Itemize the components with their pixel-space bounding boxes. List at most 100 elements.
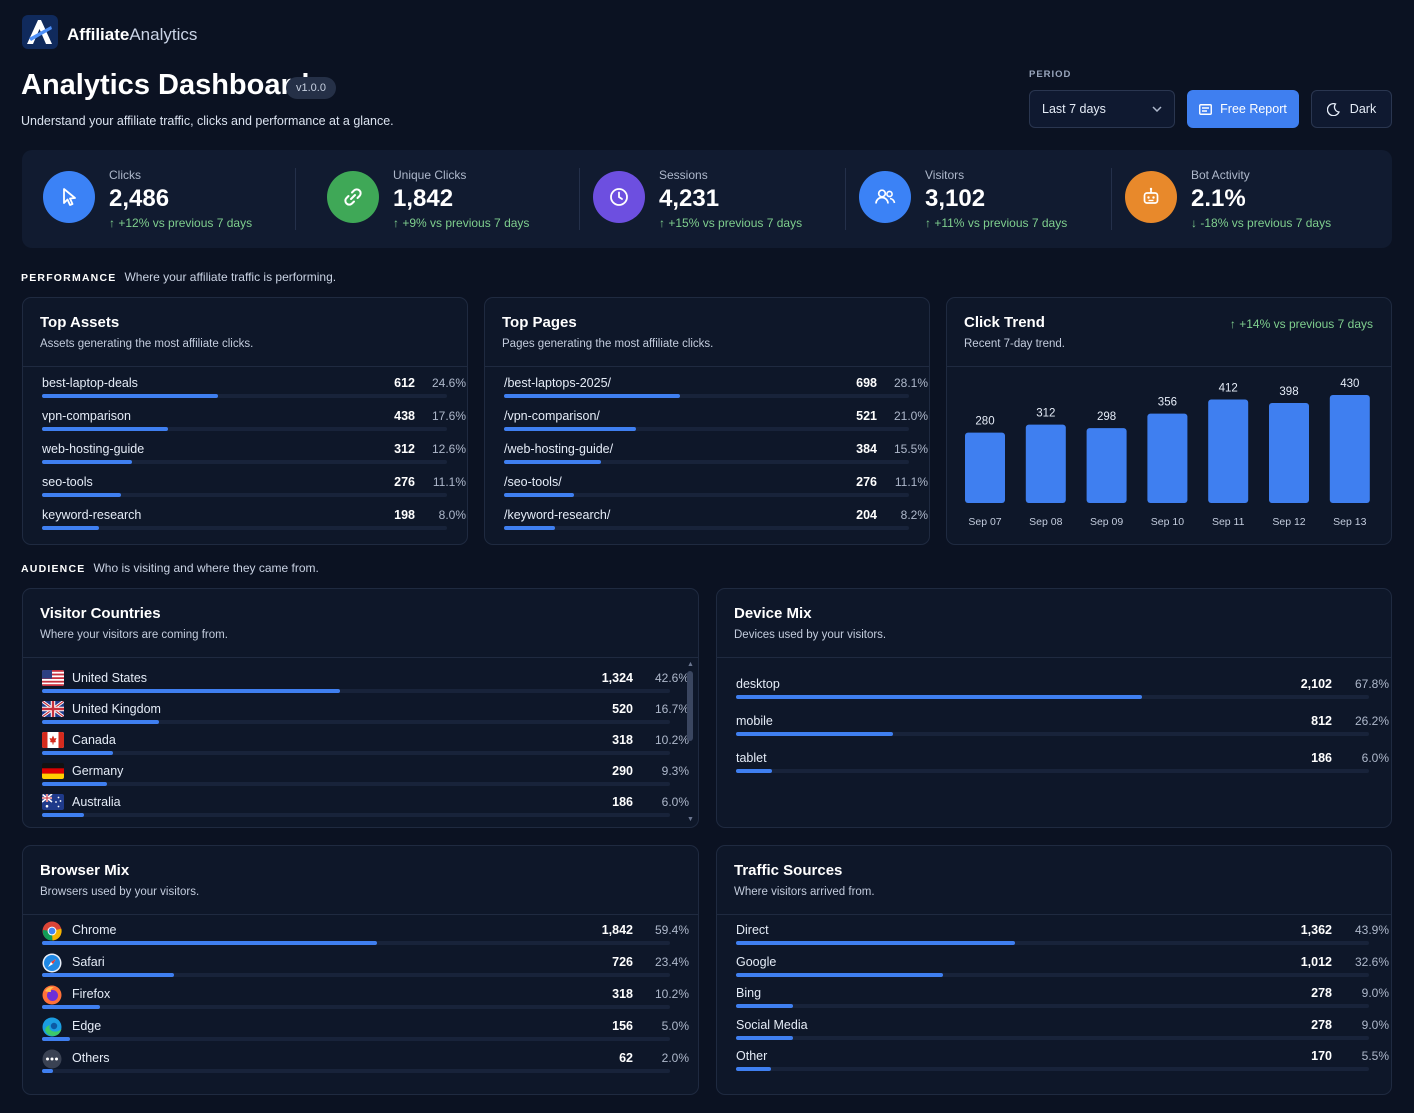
list-item[interactable]: seo-tools 276 11.1% [42, 475, 466, 505]
item-percent: 24.6% [431, 376, 466, 390]
progress-track [42, 973, 670, 977]
bar-value-label: 356 [1158, 397, 1177, 409]
card-subtitle: Pages generating the most affiliate clic… [502, 338, 714, 350]
list-item[interactable]: Chrome 1,842 59.4% [42, 921, 689, 953]
list-item[interactable]: tablet 186 6.0% [736, 751, 1389, 781]
trend-bar[interactable] [965, 432, 1005, 503]
list-item[interactable]: /best-laptops-2025/698 28.1% [504, 376, 928, 406]
scroll-up-icon[interactable]: ▲ [687, 661, 694, 668]
item-percent: 59.4% [654, 923, 689, 937]
item-percent: 23.4% [654, 955, 689, 969]
free-report-label: Free Report [1220, 102, 1287, 116]
item-percent: 32.6% [1354, 954, 1389, 969]
list-item[interactable]: Firefox 318 10.2% [42, 985, 689, 1017]
divider [717, 657, 1391, 658]
list-item[interactable]: Australia 186 6.0% [42, 794, 689, 825]
list-item[interactable]: Germany 290 9.3% [42, 763, 689, 794]
list-item[interactable]: vpn-comparison 438 17.6% [42, 409, 466, 439]
progress-track [42, 460, 447, 464]
list-item[interactable]: web-hosting-guide 312 12.6% [42, 442, 466, 472]
progress-track [736, 769, 1369, 773]
item-label: /best-laptops-2025/ [504, 376, 612, 390]
divider [23, 366, 467, 367]
card-title: Click Trend [964, 314, 1045, 331]
progress-fill [42, 973, 174, 977]
progress-fill [42, 689, 340, 693]
progress-fill [736, 732, 893, 736]
cursor-icon [43, 171, 95, 223]
item-count: 698 [856, 376, 877, 390]
card-subtitle: Assets generating the most affiliate cli… [40, 338, 254, 350]
item-count: 204 [856, 508, 877, 522]
progress-fill [42, 1005, 100, 1009]
progress-fill [42, 493, 121, 497]
item-label: Safari [72, 955, 105, 969]
item-label: Firefox [72, 987, 111, 1001]
trend-bar[interactable] [1269, 403, 1309, 503]
item-percent: 9.0% [1361, 986, 1389, 1000]
scroll-down-icon[interactable]: ▼ [687, 816, 694, 823]
list-item[interactable]: Safari 726 23.4% [42, 953, 689, 985]
x-tick-label: Sep 10 [1151, 516, 1184, 528]
section-audience: AUDIENCE Who is visiting and where they c… [21, 561, 319, 575]
stat-bot-activity: Bot Activity 2.1% ↓ -18% vs previous 7 d… [1104, 150, 1378, 248]
list-item[interactable]: Bing 278 9.0% [736, 986, 1389, 1016]
stat-label: Sessions [659, 168, 708, 182]
list-item[interactable]: Direct 1,362 43.9% [736, 923, 1389, 953]
scrollbar[interactable]: ▲ ▼ [687, 661, 694, 823]
progress-fill [736, 769, 772, 773]
stat-label: Clicks [109, 168, 141, 182]
list-item[interactable]: Others 62 2.0% [42, 1049, 689, 1081]
progress-track [42, 1005, 670, 1009]
stat-label: Unique Clicks [393, 168, 467, 182]
bar-value-label: 280 [975, 416, 994, 428]
trend-bar[interactable] [1086, 428, 1127, 503]
item-count: 156 [612, 1019, 633, 1033]
item-label: Others [72, 1051, 110, 1065]
browser-mix-card: Browser Mix Browsers used by your visito… [22, 845, 699, 1095]
list-item[interactable]: /web-hosting-guide/384 15.5% [504, 442, 928, 472]
list-item[interactable]: best-laptop-deals 612 24.6% [42, 376, 466, 406]
trend-bar[interactable] [1329, 395, 1370, 503]
list-item[interactable]: Canada 318 10.2% [42, 732, 689, 763]
trend-bar[interactable] [1147, 413, 1188, 503]
device-mix-card: Device Mix Devices used by your visitors… [716, 588, 1392, 828]
scrollbar-thumb[interactable] [687, 671, 693, 741]
top-assets-card: Top Assets Assets generating the most af… [22, 297, 468, 545]
item-label: United Kingdom [72, 702, 161, 716]
list-item[interactable]: United States 1,324 42.6% [42, 670, 689, 701]
divider [23, 914, 698, 915]
trend-bar[interactable] [1208, 399, 1249, 503]
free-report-button[interactable]: Free Report [1187, 90, 1299, 128]
list-item[interactable]: Edge 156 5.0% [42, 1017, 689, 1049]
clock-icon [593, 171, 645, 223]
stat-value: 2,486 [109, 185, 170, 212]
card-title: Top Assets [40, 314, 120, 331]
progress-fill [504, 526, 555, 530]
trend-bar[interactable] [1025, 424, 1066, 503]
list-item[interactable]: Other 170 5.5% [736, 1049, 1389, 1079]
brand-logo[interactable] [22, 15, 58, 49]
list-item[interactable]: Social Media 278 9.0% [736, 1018, 1389, 1048]
divider [23, 657, 698, 658]
theme-toggle-button[interactable]: Dark [1311, 90, 1392, 128]
item-count: 290 [612, 764, 633, 778]
item-count: 278 [1311, 986, 1332, 1000]
list-item[interactable]: /keyword-research/204 8.2% [504, 508, 928, 538]
period-select[interactable]: Last 7 days [1029, 90, 1175, 128]
list-item[interactable]: /vpn-comparison/521 21.0% [504, 409, 928, 439]
item-percent: 21.0% [893, 409, 928, 423]
list-item[interactable]: United Kingdom 520 16.7% [42, 701, 689, 732]
item-label: Bing [736, 986, 762, 1000]
card-subtitle: Browsers used by your visitors. [40, 886, 200, 898]
list-item[interactable]: /seo-tools/276 11.1% [504, 475, 928, 505]
list-item[interactable]: desktop 2,102 67.8% [736, 677, 1389, 707]
period-value: Last 7 days [1042, 102, 1106, 116]
list-item[interactable]: Google 1,012 32.6% [736, 955, 1389, 985]
uk-flag-icon [42, 701, 64, 717]
list-item[interactable]: mobile 812 26.2% [736, 714, 1389, 744]
progress-track [736, 695, 1369, 699]
stat-change: ↑ +11% vs previous 7 days [925, 216, 1068, 230]
list-item[interactable]: keyword-research 198 8.0% [42, 508, 466, 538]
divider [1111, 168, 1112, 230]
